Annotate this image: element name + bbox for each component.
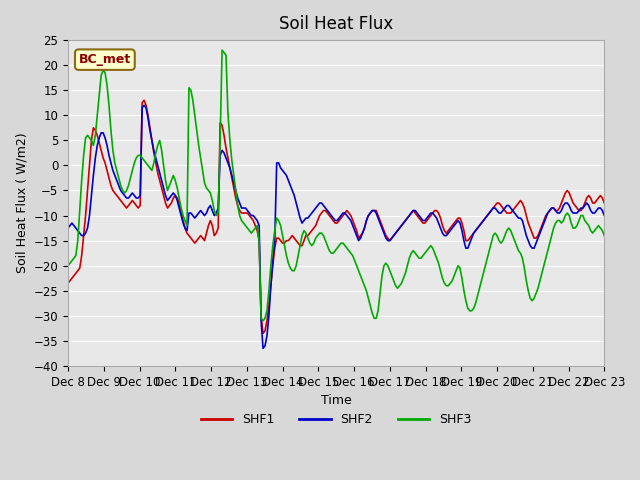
SHF1 xyxy=(341,210,349,216)
X-axis label: Time: Time xyxy=(321,394,351,407)
SHF2 xyxy=(440,233,448,239)
SHF3 xyxy=(347,250,355,256)
Line: SHF2: SHF2 xyxy=(68,105,604,348)
SHF2 xyxy=(259,346,267,351)
SHF3 xyxy=(218,47,226,53)
SHF1 xyxy=(600,200,608,206)
SHF1 xyxy=(347,213,355,218)
SHF3 xyxy=(440,280,448,286)
SHF1 xyxy=(259,330,267,336)
SHF2 xyxy=(600,213,608,218)
Title: Soil Heat Flux: Soil Heat Flux xyxy=(279,15,394,33)
SHF3 xyxy=(388,273,396,278)
Y-axis label: Soil Heat Flux ( W/m2): Soil Heat Flux ( W/m2) xyxy=(15,132,28,273)
SHF3 xyxy=(134,153,142,158)
SHF1 xyxy=(64,280,72,286)
Line: SHF1: SHF1 xyxy=(68,100,604,333)
SHF2 xyxy=(140,102,148,108)
SHF2 xyxy=(388,235,396,241)
Text: BC_met: BC_met xyxy=(79,53,131,66)
SHF3 xyxy=(341,243,349,249)
Legend: SHF1, SHF2, SHF3: SHF1, SHF2, SHF3 xyxy=(196,408,477,432)
SHF2 xyxy=(347,218,355,224)
SHF3 xyxy=(600,233,608,239)
Line: SHF3: SHF3 xyxy=(68,50,604,321)
SHF1 xyxy=(134,205,142,211)
SHF1 xyxy=(140,97,148,103)
SHF3 xyxy=(259,318,267,324)
SHF1 xyxy=(388,235,396,241)
SHF1 xyxy=(440,228,448,233)
SHF3 xyxy=(267,263,275,269)
SHF3 xyxy=(64,263,72,269)
SHF2 xyxy=(267,283,275,288)
SHF1 xyxy=(267,283,275,288)
SHF2 xyxy=(134,195,142,201)
SHF2 xyxy=(341,210,349,216)
SHF2 xyxy=(64,225,72,231)
